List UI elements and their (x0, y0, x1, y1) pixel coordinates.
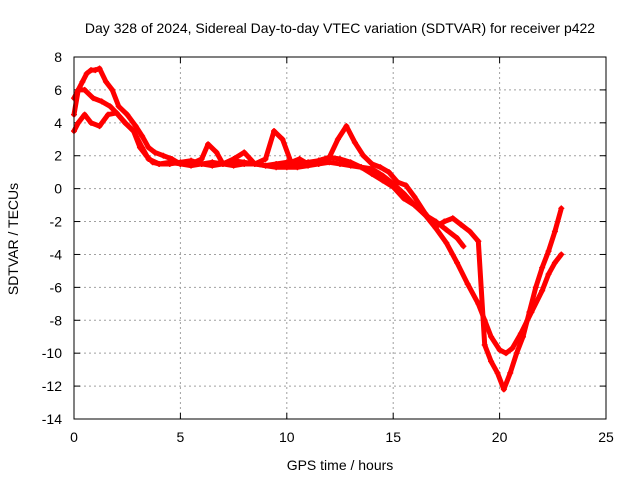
point-trail (552, 251, 564, 266)
point-trail (552, 205, 564, 234)
data-points (71, 65, 565, 393)
series-track-c (71, 65, 565, 393)
data-point (460, 243, 467, 250)
point-trail (326, 136, 341, 160)
point-trail (422, 210, 439, 229)
point-trail (241, 149, 258, 167)
y-axis-label: SDTVAR / TECUs (5, 183, 21, 295)
point-trail (280, 136, 294, 165)
x-axis-label: GPS time / hours (287, 457, 394, 473)
point-trail (539, 271, 552, 294)
point-trail (71, 87, 81, 118)
y-tick-label: -2 (50, 214, 63, 230)
y-tick-label: -8 (50, 312, 63, 328)
point-trail (263, 128, 277, 162)
x-tick-label: 15 (385, 429, 401, 445)
point-trail (199, 141, 211, 162)
point-trail (520, 309, 532, 340)
point-trail (507, 350, 520, 376)
point-trail (533, 265, 545, 290)
point-trail (411, 194, 428, 216)
point-trail (343, 123, 358, 146)
point-trail (539, 248, 552, 271)
y-tick-label: 4 (54, 115, 62, 131)
point-trail (514, 334, 526, 356)
point-trail (501, 370, 513, 392)
point-trail (109, 87, 122, 109)
plot-frame (73, 56, 607, 420)
y-tick-label: -6 (50, 279, 63, 295)
point-trail (454, 235, 466, 249)
x-tick-label: 5 (177, 429, 185, 445)
point-trail (509, 330, 524, 351)
x-tick-label: 20 (492, 429, 508, 445)
data-point (558, 205, 565, 212)
x-tick-label: 10 (279, 429, 295, 445)
point-trail (475, 238, 488, 348)
x-tick-label: 25 (598, 429, 614, 445)
point-trail (443, 240, 460, 266)
y-tick-label: 0 (54, 181, 62, 197)
point-trail (482, 342, 494, 364)
y-tick-label: -12 (42, 378, 62, 394)
point-trail (352, 140, 366, 159)
y-tick-label: -10 (42, 345, 62, 361)
x-tick-label: 0 (70, 429, 78, 445)
axis-ticks: 0 5 10 15 20 25 -14 -12 -10 -8 -6 -4 -2 0 2 4 6 8 (42, 49, 614, 445)
y-tick-label: -14 (42, 411, 62, 427)
y-tick-label: -4 (50, 246, 63, 262)
point-trail (390, 184, 407, 202)
chart-title: Day 328 of 2024, Sidereal Day-to-day VTE… (85, 20, 595, 36)
point-trail (454, 260, 471, 287)
y-tick-label: 8 (54, 49, 62, 65)
point-trail (465, 281, 481, 307)
point-trail (433, 225, 449, 246)
point-trail (529, 288, 545, 315)
y-tick-label: 6 (54, 82, 62, 98)
point-trail (526, 284, 539, 315)
grid (74, 57, 606, 419)
point-trail (546, 228, 558, 254)
data-point (558, 251, 565, 258)
y-tick-label: 2 (54, 148, 62, 164)
point-trail (131, 128, 145, 150)
point-trail (488, 334, 503, 353)
